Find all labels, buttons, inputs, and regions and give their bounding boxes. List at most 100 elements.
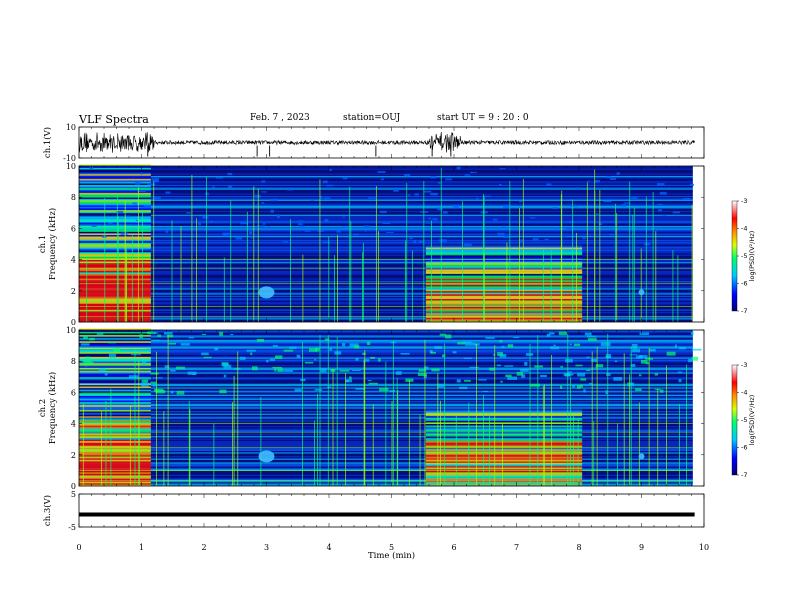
spec2-haze-dot [104, 368, 110, 370]
spec2-haze-dot [147, 331, 156, 335]
spec2-cell [79, 470, 151, 473]
spec2-haze-dot [690, 331, 694, 335]
spec1-cell [79, 262, 151, 265]
spec1-cell [79, 170, 151, 173]
spec2-cell [425, 471, 583, 474]
spec2-cell [79, 365, 151, 368]
spec2-band [79, 354, 693, 357]
spec1-haze-dot [470, 171, 473, 174]
spec1-band [79, 204, 693, 206]
spec1-cell [79, 244, 151, 246]
spec2-cell [79, 417, 151, 420]
spec1-band [79, 294, 693, 296]
spec1-haze-dot [364, 229, 367, 232]
spec2-cell [425, 478, 583, 481]
spec2-band [79, 336, 693, 338]
spec1-haze-dot [273, 198, 278, 201]
spec2-cell [79, 389, 151, 392]
spec1-haze-dot [623, 202, 630, 204]
spec1-band [79, 247, 693, 249]
spec2-haze-dot [152, 377, 163, 379]
spec1-haze-dot [682, 198, 691, 200]
y-axis-title-3: ch.3(V) [42, 495, 53, 526]
y-tick-label: 10 [66, 123, 76, 132]
spec1-cell [79, 181, 151, 184]
spec2-whistler-0 [258, 450, 275, 463]
spec2-haze-dot [430, 351, 436, 354]
spec2-haze-dot [550, 346, 560, 350]
spec2-cell [79, 392, 151, 395]
spec2-haze-dot [587, 335, 597, 338]
spec1-cell [425, 275, 583, 278]
spec2-cell [79, 478, 151, 481]
spec1-band [79, 173, 693, 175]
spec1-cell [425, 273, 583, 276]
spec1-haze-dot [286, 189, 294, 191]
spec2-cell [79, 422, 151, 424]
spec1-cell [425, 251, 583, 254]
spec2-cell [79, 475, 151, 478]
spec1-band [79, 230, 693, 233]
spec1-cell [425, 289, 583, 292]
spec1-band [79, 197, 693, 199]
y-tick-label: 2 [71, 287, 76, 296]
spec1-sferics [86, 167, 693, 322]
spec2-haze-dot [378, 358, 381, 362]
spec1-band [79, 313, 693, 315]
spec2-cell [79, 425, 151, 428]
spec1-cell [79, 229, 151, 232]
spec1-band [79, 248, 693, 250]
spec1-cell [425, 265, 583, 268]
spec2-band [79, 343, 693, 345]
y-axis-title-2: ch.2 [38, 399, 48, 417]
spec1-cell [79, 318, 151, 321]
spec2-haze-dot [500, 380, 503, 383]
spec2-haze-dot [289, 346, 297, 349]
spec2-cell [79, 443, 151, 446]
spec1-band [79, 307, 693, 309]
spec2-haze-dot [588, 338, 597, 341]
x-tick-label: 10 [699, 543, 709, 552]
spec1-cell [79, 275, 151, 278]
spec1-cell [79, 250, 151, 253]
spec2-haze-dot [488, 367, 495, 369]
spec1-band [79, 245, 693, 248]
spec1-haze-dot [116, 210, 124, 214]
spec1-band [79, 224, 693, 226]
spec1-haze-dot [499, 168, 506, 170]
spec2-haze-dot [521, 374, 526, 378]
spec2-cell [79, 359, 151, 362]
spec2-haze-dot [606, 373, 611, 376]
spec2-haze-dot [462, 341, 472, 344]
spec2-haze-dot [677, 371, 683, 373]
spec2-haze-dot [459, 386, 468, 390]
spec2-haze-dot [139, 334, 143, 339]
spec2-haze-dot [429, 349, 433, 354]
spec2-haze-dot [219, 389, 227, 394]
spec1-active-0 [79, 164, 151, 323]
spec1-haze-dot [326, 184, 334, 187]
spec1-haze-dot [270, 209, 275, 213]
spec2-band [79, 349, 693, 352]
spec1-cell [79, 300, 151, 303]
spec1-haze-dot [297, 223, 303, 225]
spec2-cell [79, 453, 151, 456]
spec2-haze-dot [80, 343, 90, 346]
spec2-cell [79, 369, 151, 371]
spec1-cell [79, 169, 151, 172]
spec2-cell [79, 383, 151, 385]
spec1-cell [425, 278, 583, 281]
spec2-band [79, 334, 693, 337]
spec2-haze-dot [504, 365, 514, 367]
spec1-cell [79, 180, 151, 182]
spec2-cell [425, 456, 583, 459]
spec1-band [79, 238, 693, 240]
spec1-band [79, 293, 693, 295]
spec1-haze-dot [324, 219, 329, 221]
spec1-cell [79, 175, 151, 178]
x-axis-title: Time (min) [368, 550, 415, 561]
spec2-cell [425, 412, 583, 415]
spec1-band [79, 254, 693, 256]
spec2-haze-dot [219, 331, 224, 336]
spec1-band [79, 227, 693, 229]
